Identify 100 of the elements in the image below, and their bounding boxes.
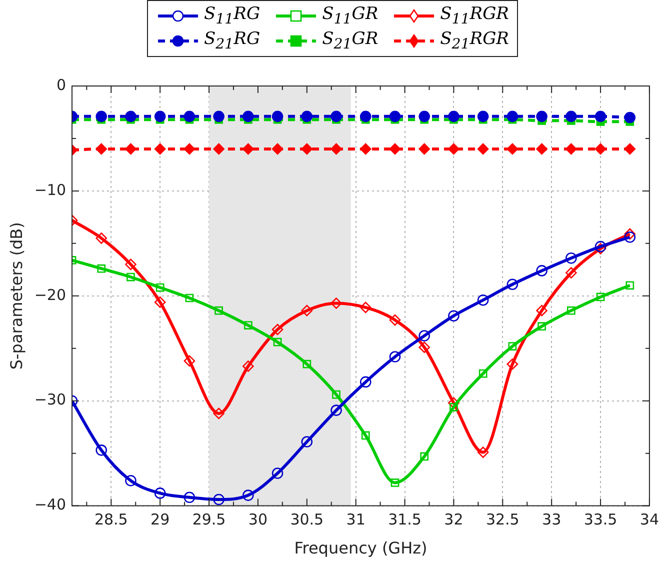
- point: [418, 110, 430, 122]
- point: [156, 283, 164, 292]
- x-tick-label: 32.5: [486, 510, 520, 529]
- point: [184, 355, 196, 367]
- legend-label: S$_{21}$GR: [322, 29, 378, 53]
- point: [301, 436, 313, 448]
- point: [566, 306, 576, 315]
- point: [477, 110, 489, 122]
- point: [154, 143, 166, 155]
- point: [594, 143, 606, 155]
- point: [418, 143, 430, 155]
- point: [330, 404, 342, 416]
- point: [213, 408, 224, 420]
- point: [594, 243, 606, 254]
- y-tick-label: −30: [34, 390, 66, 409]
- point: [506, 143, 518, 155]
- point: [96, 444, 108, 456]
- point: [213, 143, 224, 155]
- legend-label: S$_{21}$RG: [204, 29, 260, 53]
- point: [273, 338, 282, 346]
- point: [418, 342, 430, 353]
- y-tick-label: −10: [34, 180, 66, 199]
- point: [389, 314, 401, 326]
- point: [448, 143, 460, 155]
- point: [96, 143, 108, 155]
- point: [418, 330, 430, 342]
- legend-label: S$_{11}$RG: [204, 4, 260, 28]
- point: [330, 110, 342, 122]
- point: [389, 143, 401, 155]
- point: [330, 143, 342, 155]
- point: [566, 267, 577, 278]
- point: [360, 376, 372, 388]
- point: [242, 490, 254, 501]
- y-tick-label: −40: [34, 496, 66, 514]
- point: [184, 492, 196, 504]
- point: [213, 494, 224, 506]
- point: [448, 110, 460, 122]
- legend-label: S$_{11}$GR: [322, 4, 378, 28]
- point: [332, 390, 340, 399]
- point: [506, 110, 518, 122]
- point: [361, 431, 370, 440]
- y-axis-title: S-parameters (dB): [6, 222, 26, 370]
- point: [624, 228, 636, 240]
- point: [536, 265, 548, 276]
- point: [96, 232, 108, 244]
- point: [538, 322, 546, 331]
- legend-label: S$_{21}$RGR: [440, 29, 509, 53]
- point: [477, 143, 489, 155]
- x-tick-label: 32: [444, 510, 464, 529]
- point: [184, 110, 196, 122]
- point: [154, 110, 166, 122]
- point: [242, 360, 254, 372]
- y-tick-label: 0: [56, 76, 66, 94]
- point: [624, 112, 636, 124]
- x-tick-label: 30: [248, 510, 268, 529]
- point: [420, 452, 429, 461]
- point: [360, 302, 372, 314]
- x-tick-label: 29: [150, 510, 170, 529]
- point: [624, 143, 636, 155]
- point: [389, 351, 401, 362]
- point: [330, 298, 342, 309]
- point: [477, 294, 489, 306]
- point: [506, 358, 518, 370]
- point: [536, 143, 548, 155]
- point: [302, 360, 312, 368]
- point: [272, 324, 284, 336]
- point: [126, 272, 135, 282]
- point: [301, 110, 313, 122]
- x-tick-label: 31: [346, 510, 366, 529]
- point: [97, 264, 106, 273]
- point: [506, 278, 518, 290]
- point: [360, 143, 372, 155]
- x-tick-label: 34: [640, 510, 660, 529]
- point: [594, 240, 606, 252]
- point: [154, 296, 166, 308]
- x-tick-label: 33: [542, 510, 562, 529]
- point: [390, 478, 400, 487]
- x-tick-label: 30.5: [290, 510, 324, 529]
- point: [478, 369, 488, 378]
- point: [125, 258, 136, 270]
- point: [272, 143, 284, 155]
- point: [301, 143, 313, 155]
- point: [301, 304, 313, 316]
- point: [448, 310, 460, 322]
- point: [125, 474, 136, 486]
- point: [96, 110, 108, 122]
- point: [185, 294, 194, 302]
- point: [184, 143, 196, 155]
- point: [242, 143, 254, 155]
- x-tick-label: 31.5: [388, 510, 422, 529]
- point: [360, 110, 372, 122]
- point: [244, 321, 252, 330]
- point: [596, 292, 605, 302]
- point: [624, 231, 636, 243]
- point: [626, 281, 634, 290]
- point: [536, 304, 548, 316]
- point: [566, 252, 577, 264]
- point: [154, 488, 166, 499]
- x-tick-label: 29.5: [192, 510, 226, 529]
- y-tick-label: −20: [34, 286, 66, 304]
